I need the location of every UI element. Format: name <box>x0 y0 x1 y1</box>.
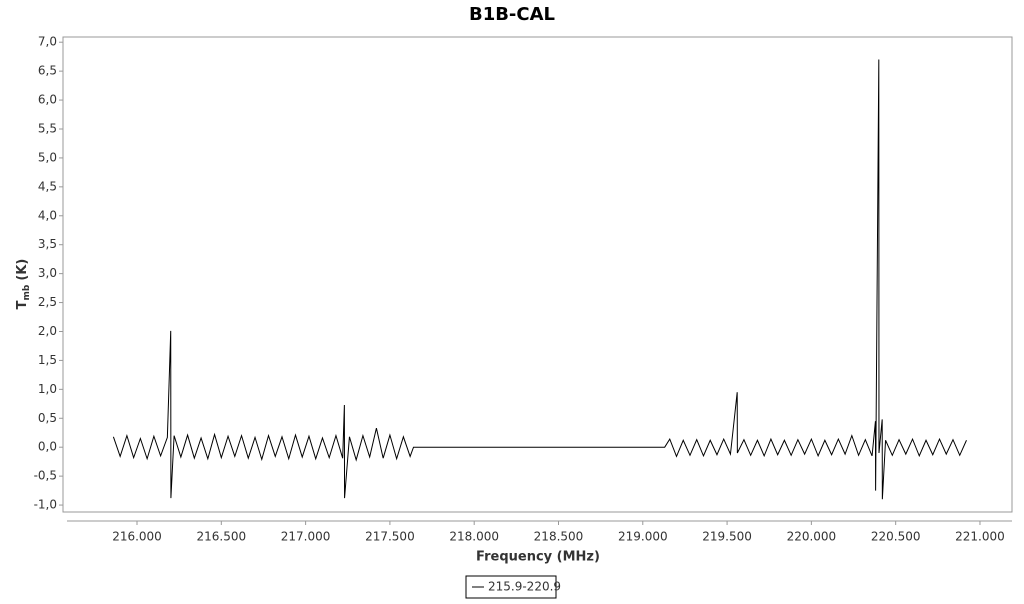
y-tick-label: 4,0 <box>38 208 57 222</box>
x-tick-label: 218.000 <box>449 530 499 544</box>
y-tick-label: 2,5 <box>38 295 57 309</box>
y-axis-label: Tmb (K) <box>15 259 32 310</box>
y-tick-label: 7,0 <box>38 35 57 49</box>
y-tick-label: 0,0 <box>38 440 57 454</box>
y-tick-label: 4,5 <box>38 179 57 193</box>
x-tick-label: 217.500 <box>365 530 415 544</box>
x-tick-label: 219.000 <box>618 530 668 544</box>
y-tick-label: 3,5 <box>38 237 57 251</box>
y-tick-label: 1,5 <box>38 353 57 367</box>
y-tick-label: 2,0 <box>38 324 57 338</box>
x-tick-label: 220.500 <box>871 530 921 544</box>
legend-box <box>465 575 557 599</box>
x-tick-label: 221.000 <box>955 530 1005 544</box>
y-tick-label: -1,0 <box>34 498 57 512</box>
spectrum-line <box>112 59 967 500</box>
y-tick-label: 0,5 <box>38 411 57 425</box>
y-label-sub: mb <box>22 284 32 300</box>
plot-frame <box>62 36 1013 513</box>
y-tick-label: 6,5 <box>38 64 57 78</box>
svg-text:Tmb(K): Tmb (K) <box>15 259 32 310</box>
y-label-main: T <box>15 300 30 309</box>
x-tick-label: 219.500 <box>702 530 752 544</box>
y-tick-label: 5,0 <box>38 150 57 164</box>
x-tick-label: 216.000 <box>112 530 162 544</box>
y-tick-label: -0,5 <box>34 469 57 483</box>
legend-label: 215.9-220.9 <box>488 580 561 594</box>
x-tick-label: 220.000 <box>787 530 837 544</box>
y-tick-label: 5,5 <box>38 121 57 135</box>
x-tick-label: 217.000 <box>281 530 331 544</box>
y-tick-label: 3,0 <box>38 266 57 280</box>
y-label-unit: (K) <box>15 259 30 281</box>
y-tick-label: 1,0 <box>38 382 57 396</box>
x-tick-label: 218.500 <box>534 530 584 544</box>
chart-title: B1B-CAL <box>469 4 555 25</box>
x-tick-label: 216.500 <box>196 530 246 544</box>
y-tick-label: 6,0 <box>38 93 57 107</box>
x-axis-label: Frequency (MHz) <box>476 550 600 565</box>
